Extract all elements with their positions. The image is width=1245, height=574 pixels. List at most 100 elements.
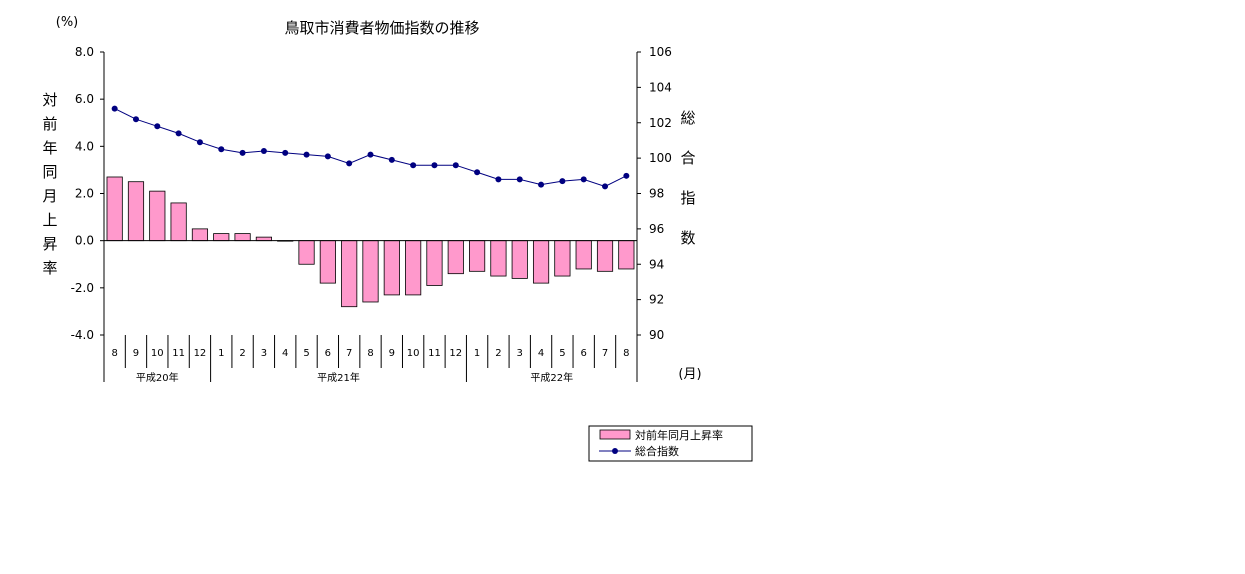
right-tick-label: 104 bbox=[649, 80, 672, 94]
right-tick-label: 96 bbox=[649, 222, 664, 236]
right-tick-label: 102 bbox=[649, 116, 672, 130]
month-label: 1 bbox=[218, 348, 224, 359]
index-point bbox=[580, 176, 587, 183]
index-point bbox=[196, 139, 203, 146]
year-label: 平成20年 bbox=[136, 371, 179, 384]
bar bbox=[319, 240, 336, 284]
index-point bbox=[410, 162, 417, 169]
index-point bbox=[559, 178, 566, 185]
month-label: 4 bbox=[538, 348, 544, 359]
year-label: 平成21年 bbox=[317, 371, 360, 384]
bar bbox=[426, 240, 443, 286]
index-point bbox=[132, 116, 139, 123]
bar bbox=[405, 240, 422, 296]
bar bbox=[106, 176, 123, 242]
left-tick-label: 8.0 bbox=[75, 45, 94, 59]
chart-title: 鳥取市消費者物価指数の推移 bbox=[284, 19, 479, 37]
bar bbox=[469, 240, 486, 272]
month-label: 7 bbox=[602, 348, 608, 359]
index-point bbox=[282, 149, 289, 156]
legend: 対前年同月上昇率 総合指数 bbox=[588, 425, 753, 462]
month-label: 4 bbox=[282, 348, 288, 359]
index-point bbox=[154, 123, 161, 130]
month-label: 6 bbox=[325, 348, 331, 359]
month-label: 9 bbox=[389, 348, 395, 359]
index-point bbox=[367, 151, 374, 158]
index-line bbox=[114, 108, 627, 187]
index-point bbox=[239, 149, 246, 156]
bar bbox=[213, 233, 230, 242]
bar bbox=[149, 190, 166, 242]
left-tick-label: 4.0 bbox=[75, 139, 94, 153]
bar bbox=[341, 240, 358, 308]
legend-bar-label: 対前年同月上昇率 bbox=[635, 428, 723, 442]
bar bbox=[191, 228, 209, 242]
index-point bbox=[538, 181, 545, 188]
month-label: 8 bbox=[367, 348, 373, 359]
month-label: 9 bbox=[133, 348, 139, 359]
bar bbox=[575, 240, 592, 270]
index-point bbox=[452, 162, 459, 169]
month-label: 12 bbox=[449, 348, 462, 359]
month-label: 6 bbox=[581, 348, 587, 359]
year-label: 平成22年 bbox=[530, 371, 573, 384]
month-label: 7 bbox=[346, 348, 352, 359]
index-point bbox=[175, 130, 182, 137]
month-label: 8 bbox=[111, 348, 117, 359]
right-tick-label: 94 bbox=[649, 257, 664, 271]
left-axis-unit: (%) bbox=[56, 15, 79, 30]
index-point bbox=[218, 146, 225, 153]
month-label: 5 bbox=[303, 348, 309, 359]
index-point bbox=[346, 160, 353, 167]
index-point bbox=[623, 172, 630, 179]
bar bbox=[596, 240, 614, 272]
legend-line-label: 総合指数 bbox=[635, 444, 679, 458]
index-point bbox=[303, 151, 310, 158]
index-point bbox=[431, 162, 438, 169]
bar bbox=[127, 181, 145, 242]
month-label: 10 bbox=[151, 348, 164, 359]
month-label: 11 bbox=[428, 348, 441, 359]
bar bbox=[554, 240, 571, 277]
right-tick-label: 92 bbox=[649, 293, 664, 307]
index-point bbox=[474, 169, 481, 176]
bar bbox=[511, 240, 528, 279]
month-label: 5 bbox=[559, 348, 565, 359]
month-label: 3 bbox=[261, 348, 267, 359]
bar bbox=[618, 240, 635, 270]
bar bbox=[383, 240, 400, 296]
right-tick-label: 90 bbox=[649, 328, 664, 342]
bar bbox=[298, 240, 315, 265]
index-point bbox=[260, 148, 267, 155]
legend-line-marker bbox=[612, 448, 618, 454]
index-point bbox=[388, 156, 395, 163]
month-label: 8 bbox=[623, 348, 629, 359]
month-label: 11 bbox=[172, 348, 185, 359]
left-axis-label: 対前年同月上昇率 bbox=[42, 91, 58, 277]
bar bbox=[255, 236, 272, 242]
month-label: 3 bbox=[517, 348, 523, 359]
right-tick-label: 106 bbox=[649, 45, 672, 59]
legend-bar-swatch bbox=[599, 429, 631, 440]
left-tick-label: 2.0 bbox=[75, 187, 94, 201]
index-point bbox=[602, 183, 609, 190]
left-tick-label: -2.0 bbox=[71, 281, 94, 295]
right-axis-label: 総合指数 bbox=[680, 109, 696, 247]
month-label: 1 bbox=[474, 348, 480, 359]
bar bbox=[490, 240, 507, 277]
index-point bbox=[324, 153, 331, 160]
left-tick-label: 6.0 bbox=[75, 92, 94, 106]
bar bbox=[447, 240, 464, 275]
month-label: 2 bbox=[239, 348, 245, 359]
left-tick-label: -4.0 bbox=[71, 328, 94, 342]
x-axis-unit: (月) bbox=[678, 367, 701, 382]
bar bbox=[532, 240, 550, 284]
month-label: 2 bbox=[495, 348, 501, 359]
bar bbox=[362, 240, 379, 303]
bar bbox=[170, 202, 187, 242]
month-label: 10 bbox=[407, 348, 420, 359]
right-tick-label: 100 bbox=[649, 151, 672, 165]
index-point bbox=[516, 176, 523, 183]
month-label: 12 bbox=[194, 348, 207, 359]
